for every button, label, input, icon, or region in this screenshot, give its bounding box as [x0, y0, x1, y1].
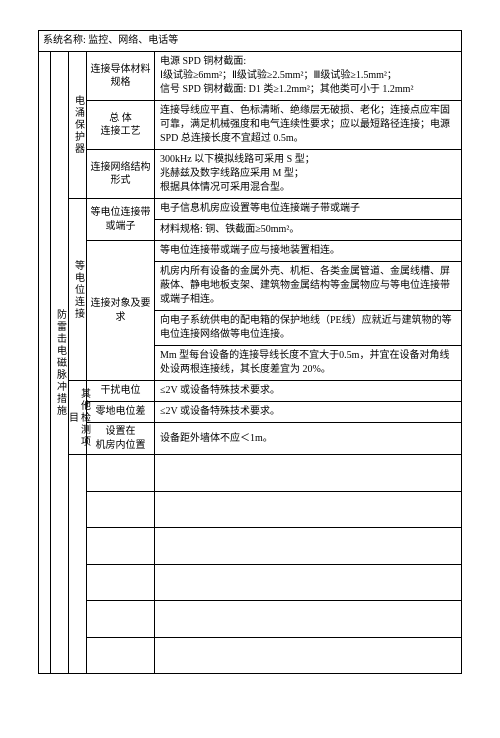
- bonding-label: 等电位连接: [69, 199, 87, 380]
- row-desc: 300kHz 以下模拟线路可采用 S 型； 兆赫兹及数字线路应采用 M 型； 根…: [155, 150, 461, 198]
- row-desc: 等电位连接带或端子应与接地装置相连。: [155, 241, 461, 261]
- row-desc: Mm 型每台设备的连接导线长度不宜大于0.5m，并宜在设备对角线处设两根连接线，…: [155, 346, 461, 380]
- other-label: 其他检测项目: [69, 381, 87, 454]
- table-body: 防雷击电磁脉冲措施 电涌保护器 连接导体材料规格 电源 SPD 铜材截面: Ⅰ级…: [39, 52, 461, 673]
- table-row: 连接网络结构形式 300kHz 以下模拟线路可采用 S 型； 兆赫兹及数字线路应…: [87, 150, 461, 198]
- table-row: 连接导体材料规格 电源 SPD 铜材截面: Ⅰ级试验≥6mm²；Ⅱ级试验≥2.5…: [87, 52, 461, 101]
- spd-label: 电涌保护器: [69, 52, 87, 198]
- row-desc: 电子信息机房应设置等电位连接端子带或端子: [155, 199, 461, 219]
- system-name-row: 系统名称: 监控、网络、电话等: [39, 31, 461, 52]
- table-row: 设置在 机房内位置 设备距外墙体不应＜1m。: [87, 423, 461, 454]
- row-label: 总 体 连接工艺: [87, 101, 155, 149]
- category-label: 防雷击电磁脉冲措施: [54, 309, 66, 417]
- row-desc: 连接导线应平直、色标清晰、绝缘层无破损、老化；连接点应牢固可靠，满足机械强度和电…: [155, 101, 461, 149]
- row-desc: 设备距外墙体不应＜1m。: [155, 423, 461, 454]
- table-row: 连接对象及要求 等电位连接带或端子应与接地装置相连。 机房内所有设备的金属外壳、…: [87, 241, 461, 380]
- row-desc: 材料规格: 铜、铁截面≥50mm²。: [155, 220, 461, 240]
- other-section: 其他检测项目 干扰电位 ≤2V 或设备特殊技术要求。 零地电位差 ≤2V 或设备…: [69, 381, 461, 455]
- row-desc: ≤2V 或设备特殊技术要求。: [155, 381, 461, 401]
- row-label: 连接导体材料规格: [87, 52, 155, 100]
- content-col: 电涌保护器 连接导体材料规格 电源 SPD 铜材截面: Ⅰ级试验≥6mm²；Ⅱ级…: [69, 52, 461, 673]
- row-desc: 向电子系统供电的配电箱的保护地线（PE线）应就近与建筑物的等电位连接网络做等电位…: [155, 311, 461, 345]
- category-col: 防雷击电磁脉冲措施: [51, 52, 69, 673]
- table-row: 总 体 连接工艺 连接导线应平直、色标清晰、绝缘层无破损、老化；连接点应牢固可靠…: [87, 101, 461, 150]
- bonding-section: 等电位连接 等电位连接带或端子 电子信息机房应设置等电位连接端子带或端子 材料规…: [69, 199, 461, 381]
- row-desc: 电源 SPD 铜材截面: Ⅰ级试验≥6mm²；Ⅱ级试验≥2.5mm²；Ⅲ级试验≥…: [155, 52, 461, 100]
- page-frame: 系统名称: 监控、网络、电话等 防雷击电磁脉冲措施 电涌保护器 连接导体材料规格…: [38, 30, 462, 674]
- row-label: 设置在 机房内位置: [87, 423, 155, 454]
- row-desc: 机房内所有设备的金属外壳、机柜、各类金属管道、金属线槽、屏蔽体、静电地板支架、建…: [155, 262, 461, 310]
- blank-rows: [87, 455, 461, 673]
- row-label: 等电位连接带或端子: [87, 199, 155, 241]
- spd-section: 电涌保护器 连接导体材料规格 电源 SPD 铜材截面: Ⅰ级试验≥6mm²；Ⅱ级…: [69, 52, 461, 199]
- table-row: 零地电位差 ≤2V 或设备特殊技术要求。: [87, 402, 461, 423]
- row-label: 干扰电位: [87, 381, 155, 401]
- row-label: 连接网络结构形式: [87, 150, 155, 198]
- row-label: 连接对象及要求: [87, 241, 155, 380]
- left-margin-col: [39, 52, 51, 673]
- table-row: 干扰电位 ≤2V 或设备特殊技术要求。: [87, 381, 461, 402]
- table-row: 等电位连接带或端子 电子信息机房应设置等电位连接端子带或端子 材料规格: 铜、铁…: [87, 199, 461, 241]
- row-label: 零地电位差: [87, 402, 155, 422]
- row-desc: ≤2V 或设备特殊技术要求。: [155, 402, 461, 422]
- blank-section: [69, 455, 461, 673]
